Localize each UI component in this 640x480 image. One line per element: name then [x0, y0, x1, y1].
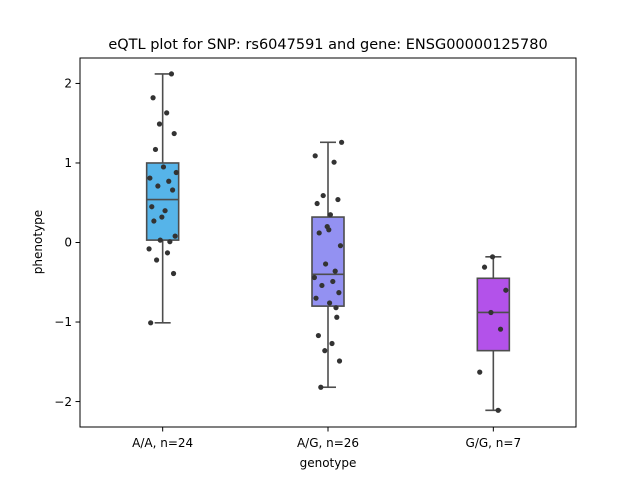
data-point — [336, 290, 342, 296]
x-tick-label: G/G, n=7 — [466, 436, 522, 450]
data-point — [489, 254, 496, 260]
data-point — [166, 178, 172, 184]
data-point — [477, 369, 483, 375]
data-point — [495, 407, 501, 413]
chart-title: eQTL plot for SNP: rs6047591 and gene: E… — [108, 37, 547, 53]
data-point — [155, 183, 161, 189]
data-point — [147, 175, 153, 181]
data-point — [149, 204, 155, 210]
data-point — [153, 257, 160, 263]
data-point — [164, 250, 171, 256]
y-tick-label: −1 — [54, 315, 72, 329]
x-axis-label: genotype — [300, 456, 357, 470]
data-point — [151, 218, 157, 224]
data-point — [311, 274, 317, 281]
data-point — [164, 110, 170, 116]
data-point — [146, 246, 152, 252]
data-point — [157, 237, 163, 243]
data-point — [320, 192, 326, 199]
data-point — [335, 196, 341, 203]
data-point — [319, 282, 325, 289]
box-iqr — [476, 277, 511, 352]
y-tick-label: 0 — [64, 236, 72, 250]
data-point — [313, 295, 319, 301]
data-point — [329, 340, 335, 347]
data-point — [333, 305, 339, 311]
data-point — [167, 239, 173, 245]
data-point — [336, 358, 343, 364]
data-point — [488, 309, 494, 316]
data-point — [332, 268, 338, 274]
data-point — [169, 187, 176, 193]
y-tick-label: 2 — [64, 77, 72, 91]
data-point — [326, 227, 332, 233]
data-point — [170, 270, 177, 277]
data-point — [168, 71, 175, 77]
data-point — [339, 139, 345, 145]
y-tick-label: −2 — [54, 395, 72, 409]
data-point — [503, 287, 509, 293]
data-point — [156, 121, 163, 127]
data-point — [148, 320, 154, 326]
data-point — [334, 314, 340, 320]
data-point — [150, 95, 156, 101]
data-point — [172, 233, 178, 239]
data-point — [330, 278, 336, 285]
data-point — [316, 230, 322, 236]
data-point — [314, 200, 320, 207]
data-point — [323, 261, 329, 267]
data-point — [318, 384, 324, 390]
y-tick-label: 1 — [64, 156, 72, 170]
data-point — [173, 169, 179, 176]
data-point — [162, 208, 168, 214]
data-point — [171, 130, 177, 137]
box-iqr — [145, 162, 180, 241]
data-point — [312, 153, 318, 159]
data-point — [160, 164, 167, 170]
data-point — [152, 146, 159, 153]
data-point — [322, 348, 328, 354]
x-tick-label: A/G, n=26 — [297, 436, 359, 450]
plot-area: −2 −1 0 1 2 A/A, n=24 A/G, n=26 G/G, n=7 — [54, 57, 577, 450]
data-point — [337, 243, 344, 249]
y-axis-label: phenotype — [31, 210, 45, 274]
x-tick-label: A/A, n=24 — [132, 436, 193, 450]
data-point — [327, 212, 333, 218]
data-point — [331, 159, 337, 165]
data-point — [327, 300, 333, 306]
data-point — [159, 214, 165, 220]
data-point — [497, 326, 504, 332]
data-point — [481, 264, 488, 270]
data-point — [315, 332, 321, 339]
